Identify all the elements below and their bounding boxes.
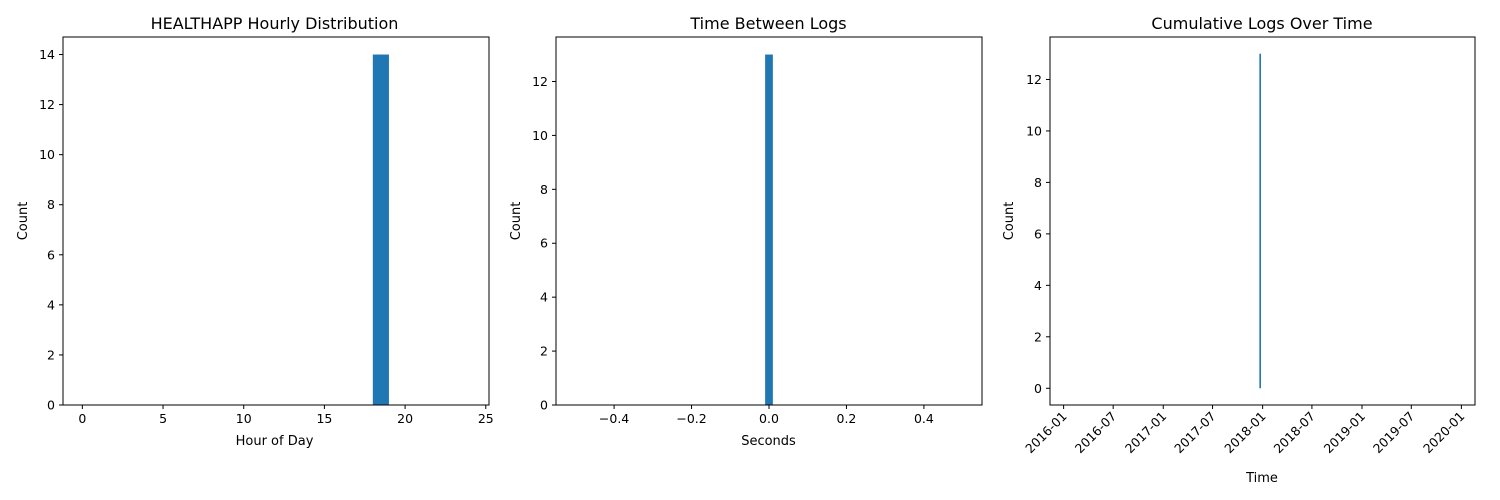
axes-frame [1049, 36, 1476, 406]
y-tick-label: 4 [1034, 278, 1042, 293]
y-tick-label: 8 [1034, 175, 1042, 190]
x-axis-label: Hour of Day [236, 434, 314, 449]
y-tick-label: 10 [1026, 123, 1042, 138]
y-tick-label: 2 [1034, 329, 1042, 344]
x-tick-label: 2020-01 [1420, 409, 1468, 457]
y-tick-label: 8 [540, 182, 548, 197]
y-tick-label: 8 [47, 197, 55, 212]
histogram-bar [372, 54, 389, 406]
chart-title: HEALTHAPP Hourly Distribution [151, 14, 399, 33]
y-axis-label: Count [509, 202, 524, 241]
x-tick-label: 20 [397, 411, 413, 426]
y-tick-label: 6 [540, 236, 548, 251]
x-tick-label: 10 [236, 411, 252, 426]
x-axis-label: Seconds [741, 434, 796, 449]
histogram-bar [765, 54, 773, 406]
y-tick-label: 12 [39, 97, 55, 112]
x-tick-label: −0.2 [676, 411, 706, 426]
y-tick-label: 0 [540, 398, 548, 413]
y-tick-label: 6 [1034, 226, 1042, 241]
panel-cumulative-logs: Cumulative Logs Over Time Time Count 201… [1002, 14, 1476, 486]
x-tick-label: 2017-07 [1171, 409, 1219, 457]
x-tick-label: 0.4 [914, 411, 934, 426]
plot-area-cumulative: 2016-01 2016-07 2017-01 2017-07 2018-01 2018-… [1022, 36, 1476, 457]
y-tick-label: 12 [1026, 72, 1042, 87]
plot-area-time-between: −0.4 −0.2 0.0 0.2 0.4 0 2 4 6 8 10 12 [532, 36, 983, 426]
y-tick-label: 2 [47, 347, 55, 362]
y-tick-label: 4 [540, 290, 548, 305]
x-tick-label: 2019-07 [1370, 409, 1418, 457]
x-tick-label: 2016-07 [1072, 409, 1120, 457]
y-tick-label: 10 [39, 147, 55, 162]
x-tick-label: 2017-01 [1122, 409, 1170, 457]
x-tick-label: 0 [78, 411, 86, 426]
y-tick-label: 2 [540, 344, 548, 359]
x-axis-label: Time [1245, 471, 1278, 486]
panel-time-between-logs: Time Between Logs Seconds Count −0.4 −0.2… [509, 14, 983, 449]
y-tick-label: 0 [1034, 381, 1042, 396]
x-tick-label: 2019-01 [1321, 409, 1369, 457]
x-tick-label: 25 [478, 411, 494, 426]
x-tick-label: 2018-07 [1270, 409, 1318, 457]
y-tick-label: 12 [532, 74, 548, 89]
y-tick-label: 6 [47, 247, 55, 262]
axes-frame [62, 36, 490, 406]
y-axis-label: Count [1002, 202, 1017, 241]
y-tick-label: 14 [39, 47, 55, 62]
x-tick-label: 2018-01 [1221, 409, 1269, 457]
x-tick-label: 2016-01 [1022, 409, 1070, 457]
y-axis-label: Count [16, 202, 31, 241]
y-tick-label: 4 [47, 297, 55, 312]
y-tick-label: 0 [47, 398, 55, 413]
x-tick-label: 15 [316, 411, 332, 426]
x-tick-label: −0.4 [599, 411, 629, 426]
panel-hourly-distribution: HEALTHAPP Hourly Distribution Hour of Da… [16, 14, 494, 449]
x-tick-label: 5 [159, 411, 167, 426]
chart-title: Cumulative Logs Over Time [1151, 14, 1372, 33]
y-tick-label: 10 [532, 128, 548, 143]
chart-title: Time Between Logs [689, 14, 846, 33]
plot-area-hourly: 0 5 10 15 20 25 0 2 4 6 8 10 12 14 [39, 36, 494, 426]
x-tick-label: 0.0 [759, 411, 779, 426]
x-tick-label: 0.2 [837, 411, 857, 426]
